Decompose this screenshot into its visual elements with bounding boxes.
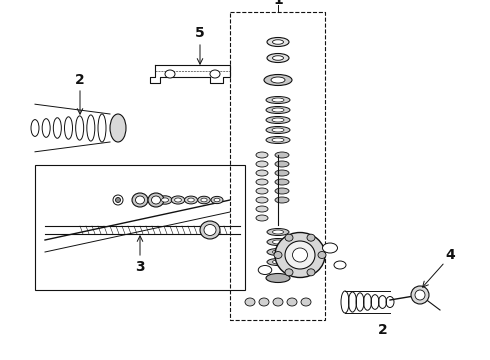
Ellipse shape [266, 96, 290, 104]
Ellipse shape [275, 197, 289, 203]
Ellipse shape [256, 170, 268, 176]
Ellipse shape [415, 290, 425, 300]
Ellipse shape [110, 114, 126, 142]
Ellipse shape [200, 221, 220, 239]
Ellipse shape [113, 195, 123, 205]
Ellipse shape [272, 230, 284, 234]
Ellipse shape [272, 138, 284, 142]
Ellipse shape [267, 258, 289, 266]
Ellipse shape [266, 274, 290, 283]
Ellipse shape [272, 108, 284, 112]
Ellipse shape [411, 286, 429, 304]
Ellipse shape [211, 197, 223, 204]
Ellipse shape [272, 40, 284, 44]
Ellipse shape [272, 250, 284, 254]
Ellipse shape [158, 196, 172, 204]
Ellipse shape [267, 37, 289, 46]
Ellipse shape [210, 70, 220, 78]
Ellipse shape [256, 152, 268, 158]
Ellipse shape [275, 161, 289, 167]
Ellipse shape [275, 233, 325, 278]
Ellipse shape [285, 234, 293, 241]
Ellipse shape [272, 118, 284, 122]
Ellipse shape [214, 198, 220, 202]
Ellipse shape [185, 196, 197, 204]
Ellipse shape [171, 196, 185, 204]
Ellipse shape [267, 248, 289, 256]
Ellipse shape [259, 298, 269, 306]
Ellipse shape [272, 260, 284, 264]
Ellipse shape [136, 196, 145, 204]
Ellipse shape [204, 225, 216, 235]
Ellipse shape [274, 252, 282, 258]
Bar [230, 12, 325, 320]
Text: 2: 2 [378, 323, 388, 337]
Ellipse shape [285, 269, 293, 276]
Ellipse shape [301, 298, 311, 306]
Ellipse shape [256, 161, 268, 167]
Ellipse shape [272, 240, 284, 244]
Ellipse shape [287, 298, 297, 306]
Ellipse shape [267, 238, 289, 246]
Ellipse shape [275, 188, 289, 194]
Text: 3: 3 [135, 260, 145, 274]
Ellipse shape [201, 198, 207, 202]
Ellipse shape [273, 298, 283, 306]
Ellipse shape [318, 252, 326, 258]
Ellipse shape [256, 188, 268, 194]
Text: 1: 1 [273, 0, 283, 7]
Ellipse shape [151, 196, 161, 204]
Bar [35, 165, 245, 290]
Ellipse shape [271, 77, 285, 83]
Ellipse shape [307, 234, 315, 241]
Ellipse shape [272, 56, 284, 60]
Ellipse shape [174, 198, 181, 202]
Ellipse shape [198, 196, 210, 204]
Ellipse shape [322, 243, 338, 253]
Ellipse shape [293, 248, 308, 262]
Ellipse shape [162, 198, 169, 202]
Ellipse shape [267, 229, 289, 235]
Ellipse shape [285, 241, 315, 269]
Ellipse shape [264, 75, 292, 85]
Ellipse shape [256, 179, 268, 185]
Ellipse shape [266, 117, 290, 123]
Ellipse shape [272, 98, 284, 102]
Ellipse shape [266, 126, 290, 134]
Ellipse shape [132, 193, 148, 207]
Ellipse shape [165, 70, 175, 78]
Ellipse shape [256, 215, 268, 221]
Ellipse shape [334, 261, 346, 269]
Ellipse shape [275, 170, 289, 176]
Text: 2: 2 [75, 73, 85, 87]
Text: 4: 4 [445, 248, 455, 262]
Ellipse shape [188, 198, 194, 202]
Ellipse shape [272, 128, 284, 132]
Ellipse shape [148, 193, 164, 207]
Ellipse shape [258, 266, 272, 274]
Ellipse shape [275, 179, 289, 185]
Ellipse shape [267, 54, 289, 63]
Ellipse shape [307, 269, 315, 276]
Ellipse shape [256, 206, 268, 212]
Text: 5: 5 [195, 26, 205, 40]
Ellipse shape [266, 107, 290, 113]
Ellipse shape [266, 136, 290, 144]
Ellipse shape [275, 152, 289, 158]
Ellipse shape [256, 197, 268, 203]
Ellipse shape [245, 298, 255, 306]
Ellipse shape [116, 198, 121, 202]
